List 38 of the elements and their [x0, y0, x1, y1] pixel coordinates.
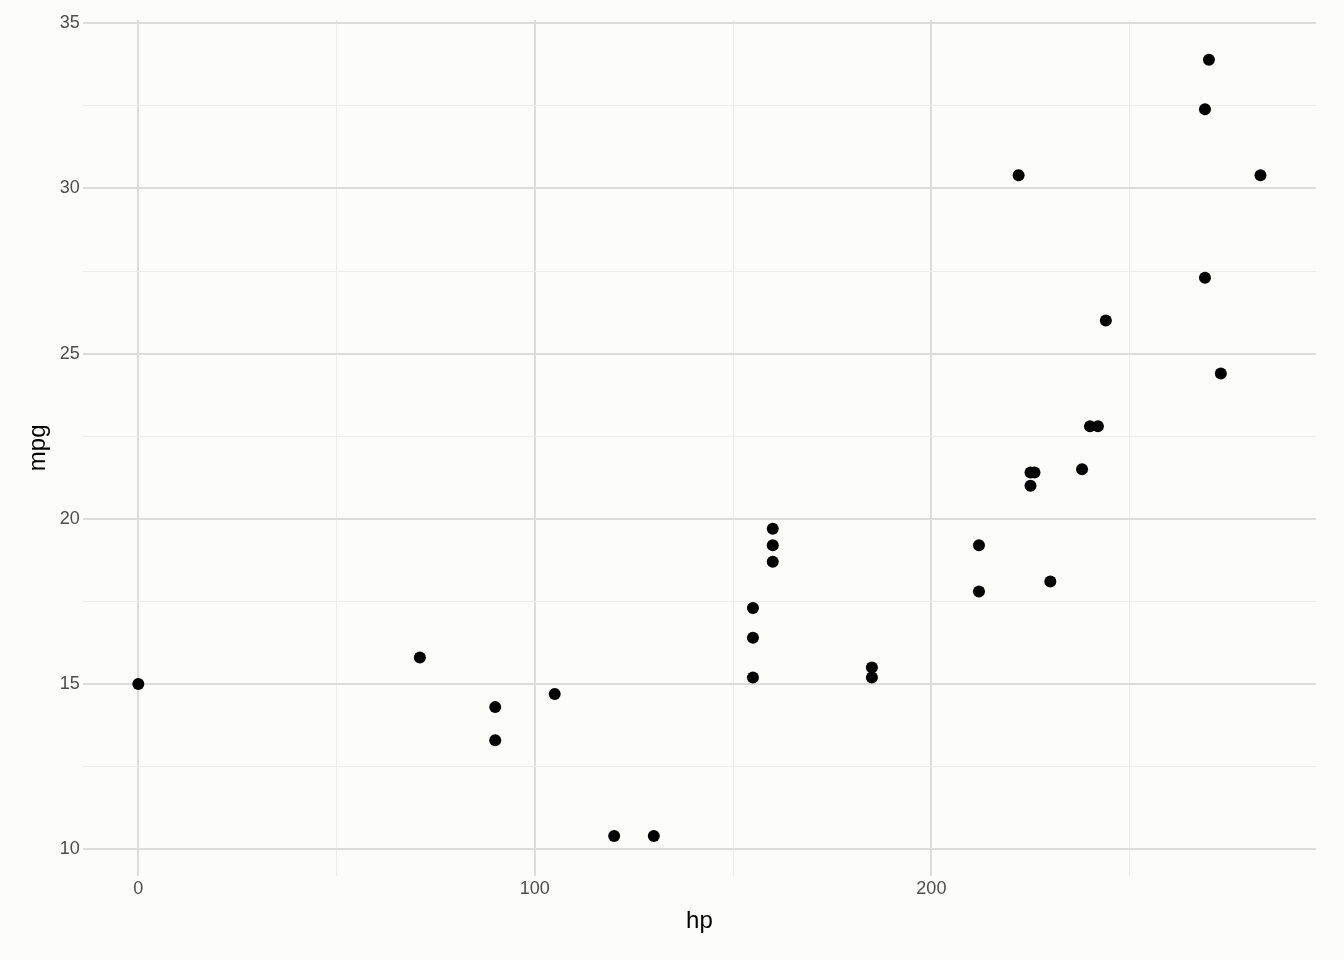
- y-tick-label: 25: [59, 342, 80, 363]
- y-tick-label: 10: [59, 838, 80, 859]
- point: [1076, 463, 1089, 476]
- point: [1198, 103, 1211, 116]
- point: [132, 678, 145, 690]
- x-tick-label: 200: [916, 878, 947, 899]
- y-tick-label: 30: [59, 177, 80, 198]
- x-tick-label: 0: [133, 878, 144, 899]
- point: [1202, 53, 1215, 66]
- point: [766, 539, 779, 552]
- point: [746, 602, 759, 615]
- point: [746, 671, 759, 684]
- point: [1099, 314, 1112, 327]
- point: [489, 701, 502, 714]
- point: [1254, 169, 1267, 182]
- point: [972, 539, 985, 552]
- point: [766, 522, 779, 535]
- point: [548, 687, 561, 700]
- point: [972, 585, 985, 598]
- y-tick-label: 15: [59, 672, 80, 693]
- point: [1012, 169, 1025, 182]
- point: [1024, 479, 1037, 492]
- point: [746, 631, 759, 644]
- point: [489, 734, 502, 747]
- y-axis-title: mpg: [23, 424, 51, 472]
- point: [1044, 575, 1057, 588]
- point: [766, 555, 779, 568]
- point: [1214, 367, 1227, 380]
- point: [1198, 271, 1211, 284]
- point: [413, 651, 426, 664]
- y-tick-label: 20: [59, 507, 80, 528]
- point: [865, 671, 878, 684]
- x-axis-title: hp: [686, 906, 713, 934]
- point: [647, 829, 660, 842]
- point: [865, 661, 878, 674]
- y-tick-label: 35: [59, 12, 80, 33]
- point: [608, 829, 621, 842]
- x-tick-label: 100: [519, 878, 550, 899]
